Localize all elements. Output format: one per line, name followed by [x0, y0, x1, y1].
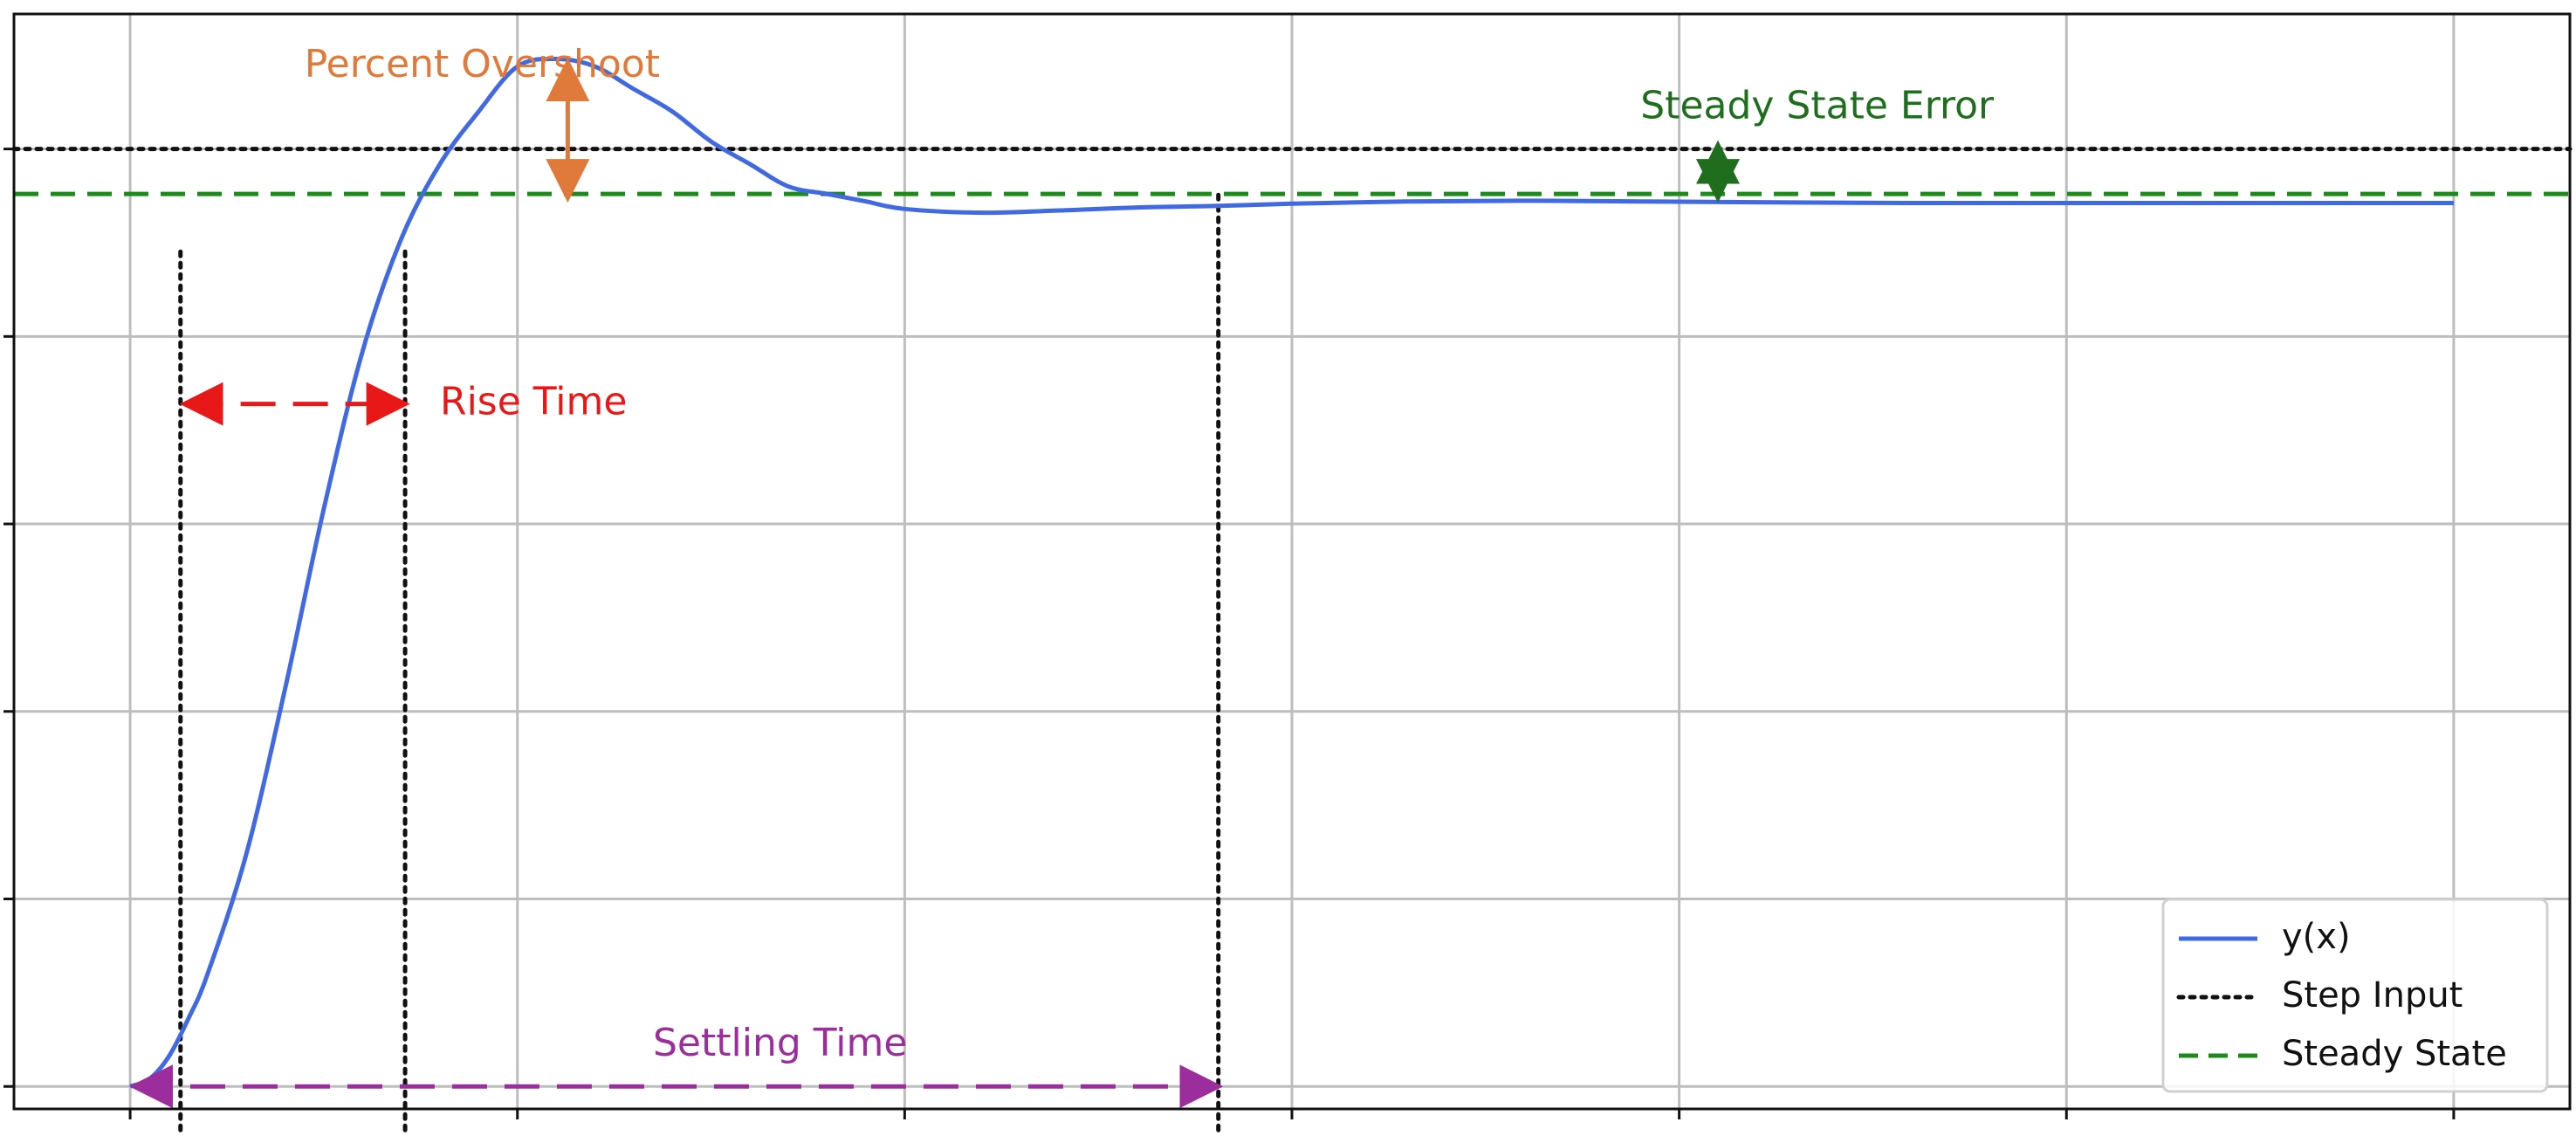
- annotations: Percent Overshoot Rise Time Settling Time S…: [128, 42, 1995, 1109]
- legend: y(x) Step Input Steady State: [2161, 898, 2549, 1093]
- settling-time-label: Settling Time: [653, 1021, 907, 1065]
- grid: [14, 14, 2570, 1109]
- axis-ticks: [3, 148, 2456, 1119]
- legend-box: [2161, 898, 2549, 1093]
- steady-state-error-label: Steady State Error: [1640, 83, 1995, 127]
- reference-lines: [11, 147, 2573, 196]
- legend-label-y-x-: y(x): [2282, 917, 2351, 957]
- percent-overshoot-label: Percent Overshoot: [305, 42, 660, 86]
- legend-label-step-input: Step Input: [2282, 975, 2463, 1016]
- legend-label-steady-state: Steady State: [2282, 1034, 2507, 1074]
- rise-time-label: Rise Time: [440, 380, 627, 424]
- time-markers: [178, 191, 1221, 1133]
